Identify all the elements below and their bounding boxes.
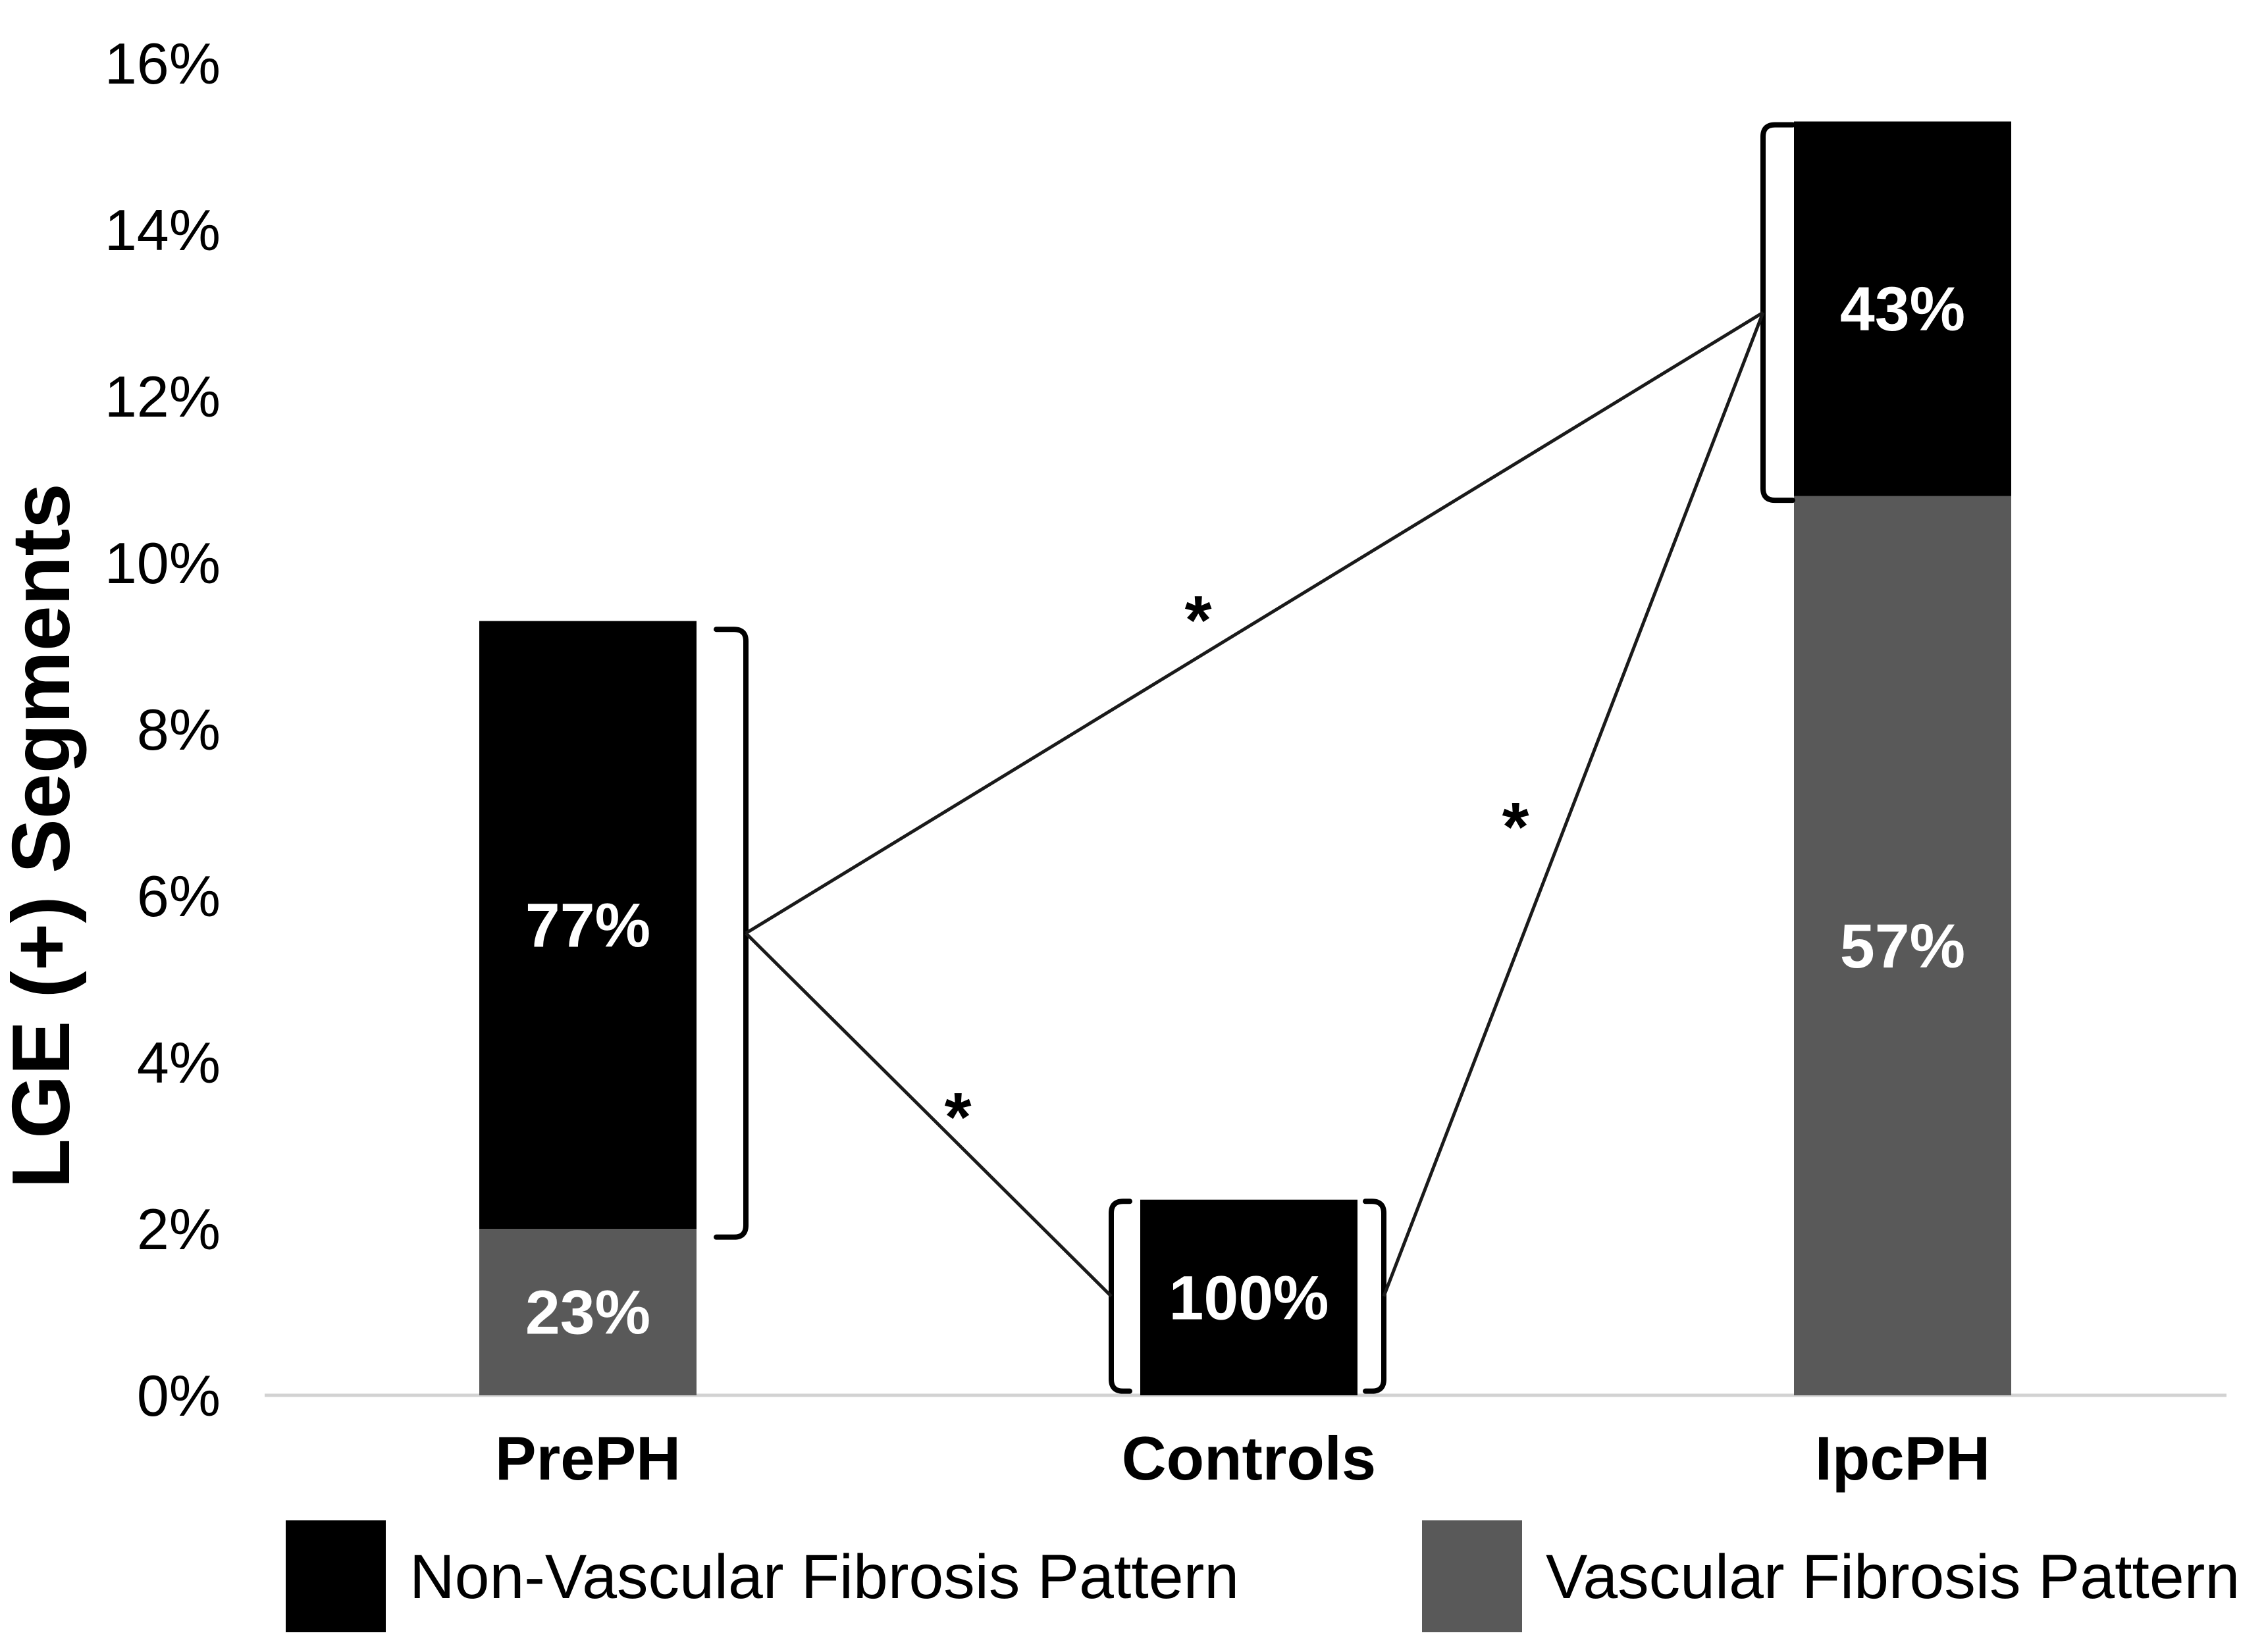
y-tick-label: 12% xyxy=(105,364,221,429)
bar-segment xyxy=(479,1229,697,1395)
x-axis-label: PrePH xyxy=(495,1424,681,1493)
bar-segment-label: 23% xyxy=(525,1278,650,1348)
y-tick-label: 2% xyxy=(137,1197,221,1262)
x-axis-label: Controls xyxy=(1122,1424,1376,1493)
y-axis-title: LGE (+) Segments xyxy=(0,483,87,1188)
y-tick-label: 14% xyxy=(105,197,221,263)
bar-segment xyxy=(479,621,697,1229)
x-axis-label: IpcPH xyxy=(1815,1424,1990,1493)
legend-swatch xyxy=(286,1520,386,1632)
bar-segment-label: 43% xyxy=(1840,274,1965,344)
bar-segment-label: 100% xyxy=(1169,1263,1329,1333)
y-tick-label: 0% xyxy=(137,1363,221,1428)
connector-line xyxy=(745,311,1764,935)
bar-segment-label: 77% xyxy=(525,891,650,960)
connector-line xyxy=(745,932,1113,1298)
y-tick-label: 4% xyxy=(137,1030,221,1095)
bar-segment xyxy=(1794,496,2011,1395)
bar-segment xyxy=(1140,1199,1357,1395)
y-tick-label: 16% xyxy=(105,31,221,96)
significance-asterisk: * xyxy=(945,1079,972,1156)
bar-segment-label: 57% xyxy=(1840,912,1965,981)
significance-bracket xyxy=(1109,1199,1132,1394)
significance-asterisk: * xyxy=(1185,582,1212,659)
significance-asterisk: * xyxy=(1502,788,1529,865)
connector-line xyxy=(1382,311,1765,1297)
significance-bracket xyxy=(1363,1199,1386,1394)
legend-label: Vascular Fibrosis Pattern xyxy=(1546,1542,2240,1612)
y-tick-label: 8% xyxy=(137,697,221,762)
y-tick-label: 6% xyxy=(137,864,221,929)
legend-swatch xyxy=(1422,1520,1522,1632)
legend-label: Non-Vascular Fibrosis Pattern xyxy=(409,1542,1239,1612)
significance-bracket xyxy=(714,627,749,1240)
bar-segment xyxy=(1794,121,2011,496)
y-tick-label: 10% xyxy=(105,530,221,596)
significance-bracket xyxy=(1760,122,1795,503)
